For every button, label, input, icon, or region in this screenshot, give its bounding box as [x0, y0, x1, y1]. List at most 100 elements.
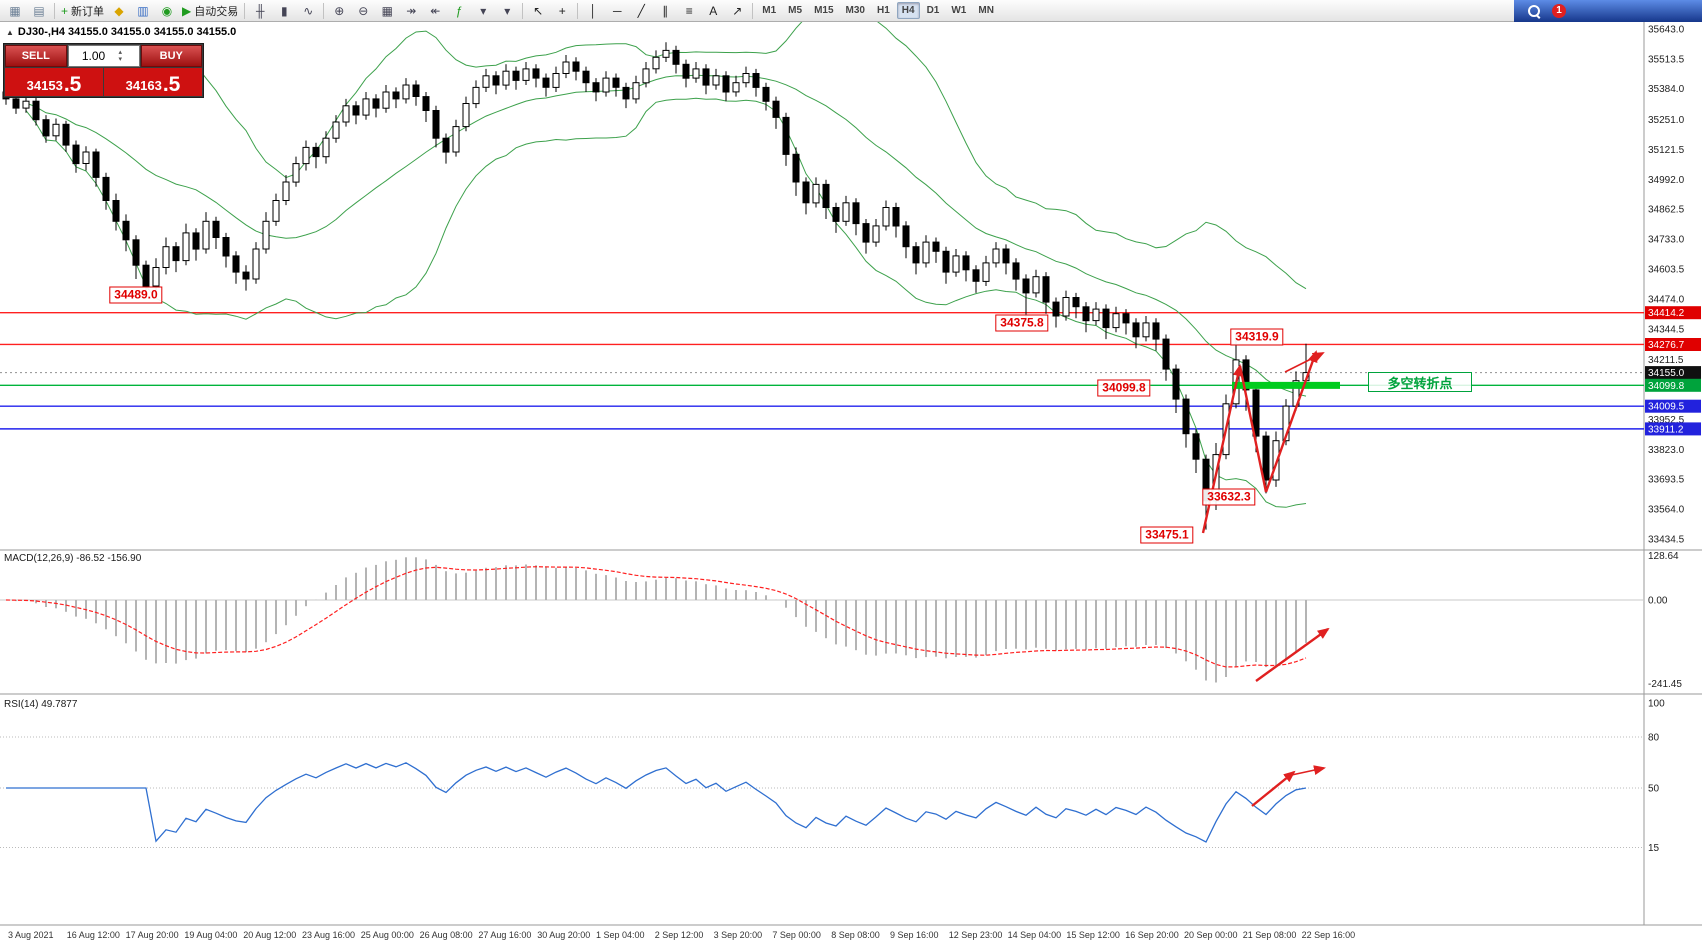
timeframe-m5[interactable]: M5	[788, 5, 803, 16]
channel-icon[interactable]: ∥	[662, 3, 669, 18]
collapse-icon[interactable]: ▲	[6, 28, 14, 37]
price-annotation[interactable]: 33475.1	[1140, 526, 1194, 544]
svg-text:8 Sep 08:00: 8 Sep 08:00	[831, 930, 880, 940]
svg-text:33823.0: 33823.0	[1648, 445, 1685, 456]
timeframe-h4[interactable]: H4	[896, 2, 920, 19]
svg-text:16 Aug 12:00: 16 Aug 12:00	[67, 930, 120, 940]
macd-label: MACD(12,26,9) -86.52 -156.90	[4, 553, 142, 564]
svg-text:33693.5: 33693.5	[1648, 475, 1685, 486]
timeframe-mn[interactable]: MN	[978, 5, 994, 16]
cursor-icon[interactable]: ↖	[533, 3, 544, 18]
toolbar-separator	[577, 2, 579, 19]
lot-increase-button[interactable]: ▴	[118, 49, 123, 56]
bar-chart-icon[interactable]: ╫	[255, 3, 265, 18]
line-chart-icon[interactable]: ∿	[303, 3, 314, 18]
svg-text:17 Aug 20:00: 17 Aug 20:00	[126, 930, 179, 940]
buy-price[interactable]: 34163.5	[104, 68, 202, 96]
hlines-group[interactable]	[0, 312, 1644, 430]
lot-input[interactable]	[68, 49, 119, 63]
toolbar-items: ▦ ▤ + 新订单 ◆ ▥ ◉ ▶ 自动交易 ╫ ▮ ∿ ⊕ ⊖ ▦ ↠ ↞ ƒ ▾ ▾ ↖ + │ ─ ╱ ∥ ≡ A ↗	[3, 0, 756, 22]
svg-text:34276.7: 34276.7	[1648, 340, 1685, 351]
sell-price[interactable]: 34153.5	[5, 68, 103, 96]
svg-text:33952.5: 33952.5	[1648, 415, 1685, 426]
price-annotation[interactable]: 34099.8	[1097, 379, 1151, 397]
toolbar-separator	[752, 2, 754, 19]
chart-shift-icon[interactable]: ↞	[430, 3, 441, 18]
sell-button[interactable]: SELL	[5, 45, 67, 67]
bands-group	[25, 22, 1307, 508]
svg-text:33911.2: 33911.2	[1648, 424, 1684, 435]
svg-text:35251.0: 35251.0	[1648, 115, 1685, 126]
timeframe-m1[interactable]: M1	[762, 5, 777, 16]
svg-text:34009.5: 34009.5	[1648, 402, 1685, 413]
price-annotation[interactable]: 34319.9	[1230, 328, 1284, 346]
svg-text:30 Aug 20:00: 30 Aug 20:00	[537, 930, 590, 940]
indicators-icon[interactable]: ƒ	[455, 3, 463, 18]
svg-text:50: 50	[1648, 784, 1660, 795]
timeframe-d1[interactable]: D1	[926, 5, 940, 16]
text-icon[interactable]: A	[709, 3, 718, 18]
svg-text:35513.5: 35513.5	[1648, 54, 1685, 65]
trendline-icon[interactable]: ╱	[637, 3, 645, 18]
timeframe-h1[interactable]: H1	[876, 5, 890, 16]
svg-text:20 Sep 00:00: 20 Sep 00:00	[1184, 930, 1238, 940]
svg-text:34211.5: 34211.5	[1648, 355, 1684, 366]
toolbar-separator	[54, 2, 55, 19]
svg-text:3 Aug 2021: 3 Aug 2021	[8, 930, 54, 940]
arrow-tool-icon[interactable]: ↗	[732, 3, 743, 18]
auto-trading-icon[interactable]: ▶ 自动交易	[182, 3, 239, 18]
zoom-out-icon[interactable]: ⊖	[358, 3, 369, 18]
new-order-icon[interactable]: + 新订单	[61, 3, 105, 18]
lot-decrease-button[interactable]: ▾	[118, 56, 123, 63]
timeframe-bar: M1 M5 M15 M30 H1 H4 D1 W1 MN	[756, 0, 1000, 22]
price-annotation[interactable]: 34489.0	[109, 286, 163, 304]
notification-badge[interactable]: 1	[1552, 3, 1566, 18]
strategy-tester-icon[interactable]: ◉	[161, 3, 173, 18]
new-chart-icon[interactable]: ▦	[9, 3, 21, 18]
svg-text:2 Sep 12:00: 2 Sep 12:00	[655, 930, 704, 940]
price-annotation[interactable]: 33632.3	[1202, 488, 1256, 506]
svg-text:3 Sep 20:00: 3 Sep 20:00	[714, 930, 763, 940]
fibonacci-icon[interactable]: ≡	[685, 3, 693, 18]
chart-canvas[interactable]: 35643.0 35513.5 35384.0 35251.0 35121.5 34992…	[0, 22, 1702, 944]
timeframe-m15[interactable]: M15	[814, 5, 834, 16]
candles-group	[2, 42, 1310, 530]
chart-profiles-icon[interactable]: ▤	[33, 3, 45, 18]
indicators-dropdown-icon[interactable]: ▾	[480, 3, 487, 18]
trade-panel-controls: SELL ▴ ▾ BUY	[5, 45, 202, 67]
symbol-info: ▲ DJ30-,H4 34155.0 34155.0 34155.0 34155.…	[6, 26, 236, 38]
svg-text:35643.0: 35643.0	[1648, 24, 1685, 35]
data-window-icon[interactable]: ▥	[137, 3, 149, 18]
candlestick-chart-icon[interactable]: ▮	[280, 3, 288, 18]
svg-text:80: 80	[1648, 733, 1660, 744]
crosshair-icon[interactable]: +	[558, 3, 566, 18]
arrows-group[interactable]	[1201, 350, 1330, 807]
svg-text:34862.5: 34862.5	[1648, 205, 1685, 216]
timeframe-m30[interactable]: M30	[845, 5, 865, 16]
lot-spinner: ▴ ▾	[119, 49, 123, 63]
toolbar: ▦ ▤ + 新订单 ◆ ▥ ◉ ▶ 自动交易 ╫ ▮ ∿ ⊕ ⊖ ▦ ↠ ↞ ƒ ▾ ▾ ↖ + │ ─ ╱ ∥ ≡ A ↗ M1 M5 M…	[0, 0, 1702, 22]
horizontal-line-icon[interactable]: ─	[612, 3, 622, 18]
vertical-line-icon[interactable]: │	[589, 3, 598, 18]
tile-windows-icon[interactable]: ▦	[381, 3, 393, 18]
price-annotation[interactable]: 34375.8	[995, 314, 1049, 332]
timeframe-w1[interactable]: W1	[951, 5, 967, 16]
axis-group: 35643.0 35513.5 35384.0 35251.0 35121.5 34992…	[1645, 24, 1701, 854]
turning-point-label[interactable]: 多空转折点	[1368, 372, 1472, 392]
svg-text:0.00: 0.00	[1648, 596, 1668, 607]
market-watch-icon[interactable]: ◆	[114, 3, 124, 18]
svg-text:34344.5: 34344.5	[1648, 324, 1685, 335]
svg-text:33434.5: 33434.5	[1648, 535, 1685, 546]
svg-text:19 Aug 04:00: 19 Aug 04:00	[184, 930, 237, 940]
svg-text:7 Sep 00:00: 7 Sep 00:00	[772, 930, 821, 940]
search-icon[interactable]	[1528, 4, 1540, 17]
periods-dropdown-icon[interactable]: ▾	[504, 3, 511, 18]
svg-text:34474.0: 34474.0	[1648, 294, 1685, 305]
zoom-in-icon[interactable]: ⊕	[334, 3, 345, 18]
symbol-ohlc-label: DJ30-,H4 34155.0 34155.0 34155.0 34155.0	[17, 26, 237, 38]
svg-text:22 Sep 16:00: 22 Sep 16:00	[1302, 930, 1356, 940]
buy-button[interactable]: BUY	[140, 45, 202, 67]
auto-scroll-icon[interactable]: ↠	[406, 3, 417, 18]
toolbar-separator	[244, 2, 246, 19]
